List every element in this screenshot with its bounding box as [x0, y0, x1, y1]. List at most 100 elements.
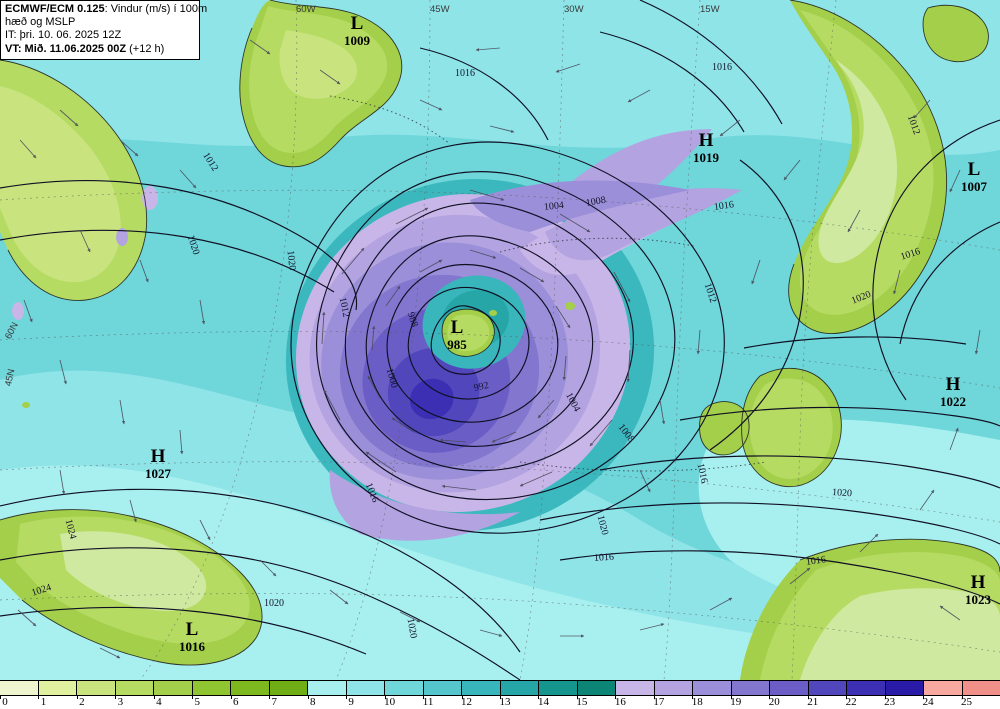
colorbar-tickmark-0	[0, 696, 1, 699]
isobar-label-1016-0: 1016	[455, 68, 475, 79]
colorbar-tickmark-16	[615, 696, 617, 699]
valid-time-row: VT: Mið. 11.06.2025 00Z (+12 h)	[5, 43, 193, 56]
isobar-label-1020-23: 1020	[264, 598, 284, 609]
wind-speed-colorbar[interactable]: 0 1 2 3 4 5 6 7 8 9 10 11 12 13 14 15 16 17 18 19 20 21 22 23 24…	[0, 680, 1000, 709]
colorbar-swatch-16	[616, 681, 655, 695]
isobar-label-1016-18: 1016	[593, 551, 615, 564]
colorbar-swatch-24	[924, 681, 963, 695]
pressure-value: 1016	[179, 639, 205, 654]
colorbar-swatch-12	[462, 681, 501, 695]
colorbar-swatch-2	[77, 681, 116, 695]
colorbar-swatch-23	[885, 681, 924, 695]
colorbar-swatch-10	[385, 681, 424, 695]
valid-time-label: VT: Mið. 11.06.2025 00Z	[5, 42, 127, 55]
colorbar-axis: 0 1 2 3 4 5 6 7 8 9 10 11 12 13 14 15 16 17 18 19 20 21 22 23 24…	[0, 695, 1000, 709]
pressure-value: 1007	[961, 179, 987, 194]
colorbar-tickmark-23	[884, 696, 886, 699]
colorbar-swatch-6	[231, 681, 270, 695]
wind-barb-field	[17, 39, 981, 659]
colorbar-swatch-7	[269, 681, 308, 695]
isobar-label-1020-22: 1020	[831, 487, 853, 500]
colorbar-tickmark-22	[846, 696, 848, 699]
longitude-label-30W: 30W	[564, 4, 584, 15]
high-glyph: H	[698, 130, 714, 151]
colorbar-tick-11: 11	[422, 696, 434, 708]
longitude-label-45W: 45W	[430, 4, 450, 15]
colorbar-tickmark-9	[346, 696, 348, 699]
colorbar-tick-17: 17	[653, 696, 665, 708]
colorbar-tick-4: 4	[156, 696, 162, 708]
colorbar-tickmark-21	[807, 696, 809, 699]
colorbar-tick-3: 3	[117, 696, 124, 708]
colorbar-tickmark-5	[192, 696, 194, 699]
colorbar-tickmark-20	[769, 696, 771, 699]
colorbar-tickmark-10	[384, 696, 386, 699]
high-glyph: H	[945, 374, 961, 395]
colorbar-tickmark-19	[730, 696, 732, 699]
colorbar-tick-9: 9	[348, 696, 354, 708]
colorbar-swatch-13	[500, 681, 539, 695]
forecast-step-label: (+12 h)	[126, 42, 165, 55]
colorbar-tickmark-11	[423, 696, 425, 699]
pressure-system-low-1007: L 1007	[952, 160, 996, 193]
info-model-row: ECMWF/ECM 0.125: Vindur (m/s) í 100m	[5, 3, 207, 16]
colorbar-tick-22: 22	[845, 696, 857, 708]
colorbar-tick-5: 5	[194, 696, 201, 708]
colorbar-tick-24: 24	[922, 696, 934, 708]
colorbar-swatch-18	[693, 681, 732, 695]
model-label: ECMWF/ECM 0.125	[5, 3, 105, 15]
longitude-label-60W: 60W	[296, 4, 316, 15]
colorbar-tick-21: 21	[807, 696, 819, 708]
isobar-label-1004-10: 1004	[543, 199, 565, 213]
colorbar-swatch-15	[577, 681, 616, 695]
parameter-line2: hæð og MSLP	[5, 16, 76, 29]
colorbar-tickmark-4	[153, 696, 155, 699]
colorbar-swatch-25	[962, 681, 1000, 695]
colorbar-tick-13: 13	[499, 696, 511, 708]
colorbar-swatch-9	[346, 681, 385, 695]
colorbar-swatch-4	[154, 681, 193, 695]
high-glyph: H	[150, 446, 166, 467]
colorbar-tick-25: 25	[961, 696, 973, 708]
colorbar-swatches	[0, 681, 1000, 695]
pressure-value: 1022	[940, 394, 966, 409]
colorbar-tickmark-3	[115, 696, 117, 699]
colorbar-tick-19: 19	[730, 696, 742, 708]
pressure-value: 1023	[965, 592, 991, 607]
map-canvas[interactable]	[0, 0, 1000, 680]
chart-info-box: ECMWF/ECM 0.125: Vindur (m/s) í 100m hæð…	[0, 0, 207, 60]
pressure-system-high-1023: H 1023	[956, 573, 1000, 606]
colorbar-swatch-21	[808, 681, 847, 695]
low-glyph: L	[967, 159, 981, 180]
pressure-value: 985	[447, 337, 467, 352]
colorbar-tickmark-24	[923, 696, 925, 699]
pressure-system-high-1027: H 1027	[136, 447, 180, 480]
colorbar-tick-20: 20	[768, 696, 780, 708]
isobar-label-1020-20: 1020	[284, 249, 298, 271]
colorbar-tickmark-6	[230, 696, 232, 699]
pressure-value: 1019	[693, 150, 719, 165]
isobar-label-1016-1: 1016	[712, 62, 732, 73]
colorbar-swatch-20	[770, 681, 809, 695]
colorbar-tickmark-1	[38, 696, 40, 699]
colorbar-swatch-17	[654, 681, 693, 695]
colorbar-tick-8: 8	[309, 696, 316, 708]
colorbar-tickmark-15	[576, 696, 578, 699]
isobar-contours	[0, 0, 1000, 680]
colorbar-tickmark-25	[961, 696, 963, 699]
colorbar-swatch-22	[847, 681, 886, 695]
colorbar-tick-0: 0	[2, 696, 8, 708]
colorbar-tickmark-12	[461, 696, 463, 699]
colorbar-swatch-3	[115, 681, 154, 695]
pressure-system-low-1009: L 1009	[335, 14, 379, 47]
colorbar-tickmark-8	[307, 696, 309, 699]
colorbar-tick-12: 12	[461, 696, 473, 708]
colorbar-tick-18: 18	[691, 696, 703, 708]
colorbar-tickmark-13	[500, 696, 501, 699]
frontal-traces	[329, 95, 767, 472]
longitude-label-15W: 15W	[700, 4, 720, 15]
pressure-value: 1009	[344, 33, 370, 48]
colorbar-tickmark-17	[653, 696, 655, 699]
colorbar-tick-10: 10	[384, 696, 396, 708]
pressure-system-high-1022: H 1022	[931, 375, 975, 408]
